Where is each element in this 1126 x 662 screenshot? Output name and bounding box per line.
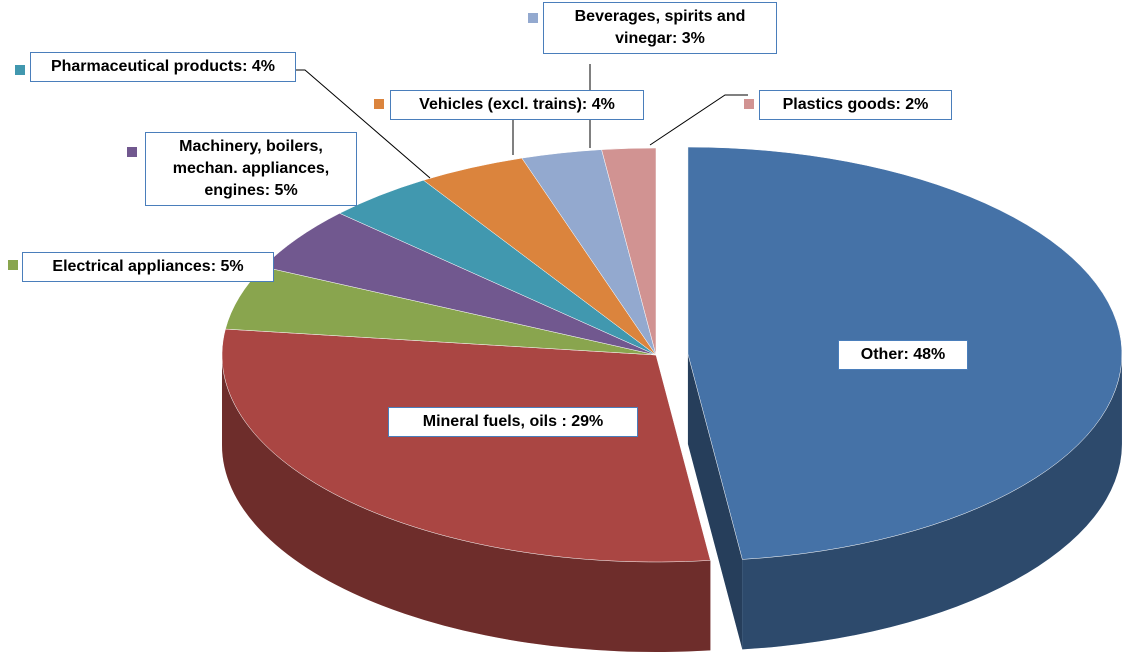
slice [601,147,657,356]
slice-wall [742,354,1122,650]
slice [221,328,711,563]
data-label: Electrical appliances: 5% [22,252,274,282]
leader-line [295,69,431,179]
slice-wall-shade [222,355,711,652]
legend-key [8,260,18,270]
legend-key [374,99,384,109]
slice-wall [222,355,711,652]
leader-line [649,94,748,146]
data-label: Vehicles (excl. trains): 4% [390,90,644,120]
slice-face-shade [687,354,743,650]
data-label: Machinery, boilers, mechan. appliances, … [145,132,357,206]
data-label: Beverages, spirits and vinegar: 3% [543,2,777,54]
data-label: Mineral fuels, oils : 29% [388,407,638,437]
legend-key [127,147,137,157]
legend-key [744,99,754,109]
data-label: Other: 48% [838,340,968,370]
slice-face [687,354,743,650]
data-label: Plastics goods: 2% [759,90,952,120]
legend-key [528,13,538,23]
slice-wall-shade [742,354,1122,650]
data-label: Pharmaceutical products: 4% [30,52,296,82]
legend-key [15,65,25,75]
